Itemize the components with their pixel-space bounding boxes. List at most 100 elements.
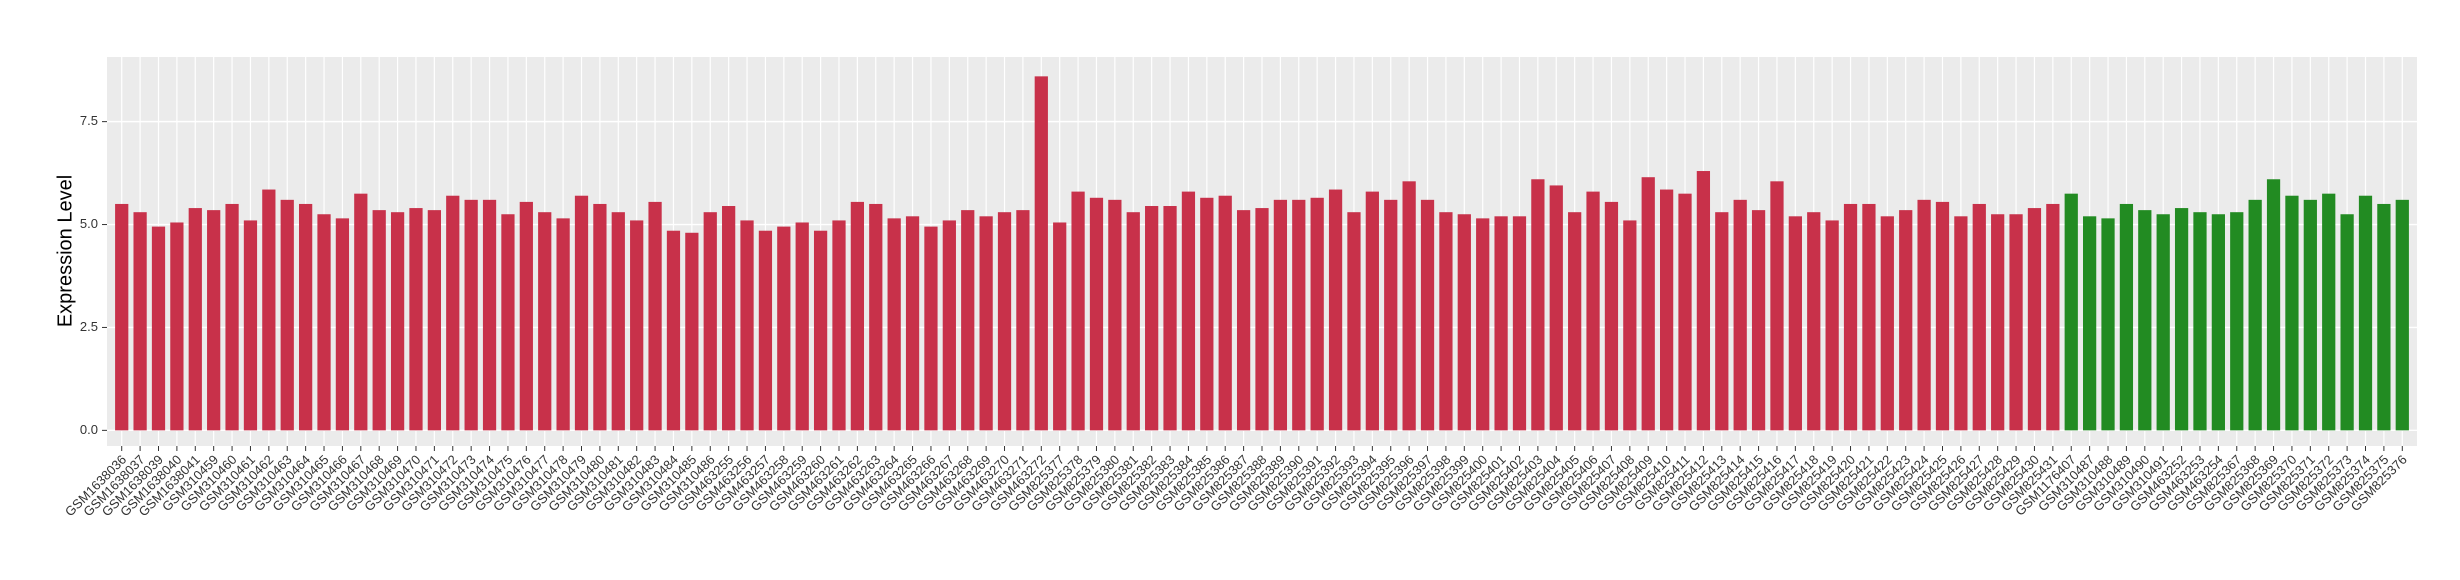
bar: [979, 216, 993, 431]
bar: [1770, 181, 1784, 431]
bar: [1549, 185, 1563, 431]
bar: [1604, 201, 1619, 431]
bar: [280, 199, 294, 431]
y-axis-label: Expression Level: [54, 175, 76, 327]
bar: [1439, 212, 1453, 431]
bar: [1899, 210, 1913, 431]
bar: [1328, 189, 1343, 431]
bar: [1807, 212, 1821, 431]
bar: [1034, 76, 1048, 431]
bar: [1972, 203, 1986, 431]
bar: [1384, 199, 1398, 431]
bar: [2174, 208, 2189, 431]
bar: [1659, 189, 1674, 431]
bar: [1586, 191, 1600, 431]
bar: [2027, 208, 2042, 431]
bar: [2138, 210, 2152, 431]
bar: [170, 222, 184, 431]
bar: [722, 206, 736, 431]
bar: [317, 214, 331, 431]
bar: [243, 220, 258, 431]
bar: [2064, 193, 2078, 431]
bar: [1420, 199, 1435, 431]
bar: [2322, 193, 2336, 431]
bar: [2248, 199, 2262, 431]
bar: [2340, 214, 2354, 431]
bar: [942, 220, 956, 431]
bar: [1476, 218, 1490, 431]
bar: [335, 218, 350, 431]
bar: [1053, 222, 1067, 431]
bar: [556, 218, 570, 431]
bar: [464, 199, 478, 431]
bar: [1954, 216, 1968, 431]
bar: [1163, 206, 1177, 431]
bar: [207, 210, 221, 431]
bar: [703, 212, 717, 431]
y-tick-label: 2.5: [80, 319, 98, 334]
bar: [1126, 212, 1140, 431]
bar: [685, 232, 699, 431]
bar: [832, 220, 846, 431]
bar: [997, 212, 1012, 431]
bar: [262, 189, 276, 431]
bar: [648, 201, 662, 431]
bar: [1880, 216, 1894, 431]
bar: [1715, 212, 1729, 431]
bar: [1825, 220, 1839, 431]
bar: [1733, 199, 1747, 431]
bar: [1310, 197, 1324, 431]
bar: [1236, 210, 1251, 431]
bar: [905, 216, 920, 431]
bar: [777, 226, 791, 431]
bar: [299, 203, 313, 431]
bar: [482, 199, 497, 431]
bar: [427, 210, 441, 431]
bar: [1843, 203, 1858, 431]
bar: [2377, 203, 2391, 431]
bar: [1016, 210, 1030, 431]
bar: [2083, 216, 2097, 431]
bar: [2156, 214, 2170, 431]
bar: [1181, 191, 1196, 431]
bar: [1531, 179, 1545, 431]
bar: [115, 203, 129, 431]
y-tick-label: 5.0: [80, 216, 98, 231]
bar: [2230, 212, 2244, 431]
bar: [1494, 216, 1508, 431]
bar: [1862, 203, 1876, 431]
bar: [409, 208, 423, 431]
bar: [133, 212, 147, 431]
bar: [850, 201, 865, 431]
bar: [1568, 212, 1582, 431]
bar: [1402, 181, 1416, 431]
bar: [519, 201, 533, 431]
bar: [924, 226, 938, 431]
bar: [869, 203, 883, 431]
bar: [2046, 203, 2060, 431]
bar: [2211, 214, 2225, 431]
bar: [1218, 195, 1232, 431]
bar: [2119, 203, 2134, 431]
bar: [758, 230, 773, 431]
bar: [1089, 197, 1104, 431]
bar: [1292, 199, 1306, 431]
bar: [813, 230, 828, 431]
bar: [1678, 193, 1692, 431]
bar: [887, 218, 901, 431]
bar: [1273, 199, 1288, 431]
bar: [151, 226, 166, 431]
bar: [1751, 210, 1766, 431]
bar: [795, 222, 809, 431]
bar: [1696, 171, 1711, 431]
bar: [1935, 201, 1950, 431]
bar: [1108, 199, 1122, 431]
bar: [2303, 199, 2317, 431]
bar: [1991, 214, 2005, 431]
bar: [574, 195, 589, 431]
bar: [225, 203, 239, 431]
bar: [1071, 191, 1085, 431]
bar: [1365, 191, 1379, 431]
